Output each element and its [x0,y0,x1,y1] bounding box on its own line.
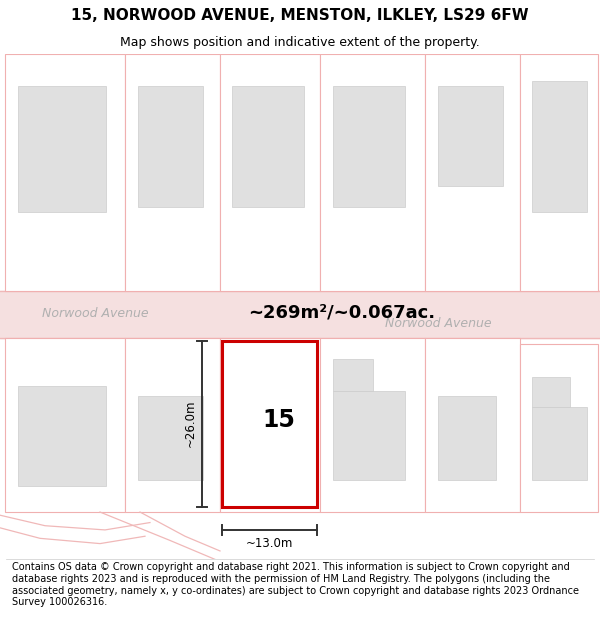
Bar [220,339,320,512]
Text: 15: 15 [263,408,295,432]
Text: 15, NORWOOD AVENUE, MENSTON, ILKLEY, LS29 6FW: 15, NORWOOD AVENUE, MENSTON, ILKLEY, LS2… [71,8,529,23]
Bar [320,339,425,512]
Bar [425,339,520,512]
Bar [532,81,587,212]
Text: Map shows position and indicative extent of the property.: Map shows position and indicative extent… [120,36,480,49]
Bar [438,86,503,186]
Text: Norwood Avenue: Norwood Avenue [385,318,491,330]
Bar [520,54,598,291]
Bar [532,407,587,481]
Bar [320,54,425,291]
Bar [222,341,317,507]
Bar [333,391,405,481]
Bar [532,378,570,407]
Bar [333,86,405,207]
Bar [138,396,203,481]
Bar [232,391,304,481]
Bar [125,54,220,291]
Bar [438,396,496,481]
Bar [5,339,125,512]
Text: ~26.0m: ~26.0m [184,400,197,448]
Bar [232,86,304,207]
Bar [220,54,320,291]
Text: ~269m²/~0.067ac.: ~269m²/~0.067ac. [248,303,435,321]
Text: ~13.0m: ~13.0m [246,538,293,550]
Bar [125,339,220,512]
Bar [18,86,106,212]
Bar [425,54,520,291]
Bar [18,386,106,486]
Bar [520,344,598,512]
Bar [333,359,373,391]
Text: Contains OS data © Crown copyright and database right 2021. This information is : Contains OS data © Crown copyright and d… [12,562,579,608]
Bar [5,54,125,291]
Text: Norwood Avenue: Norwood Avenue [42,307,149,319]
Bar [138,86,203,207]
